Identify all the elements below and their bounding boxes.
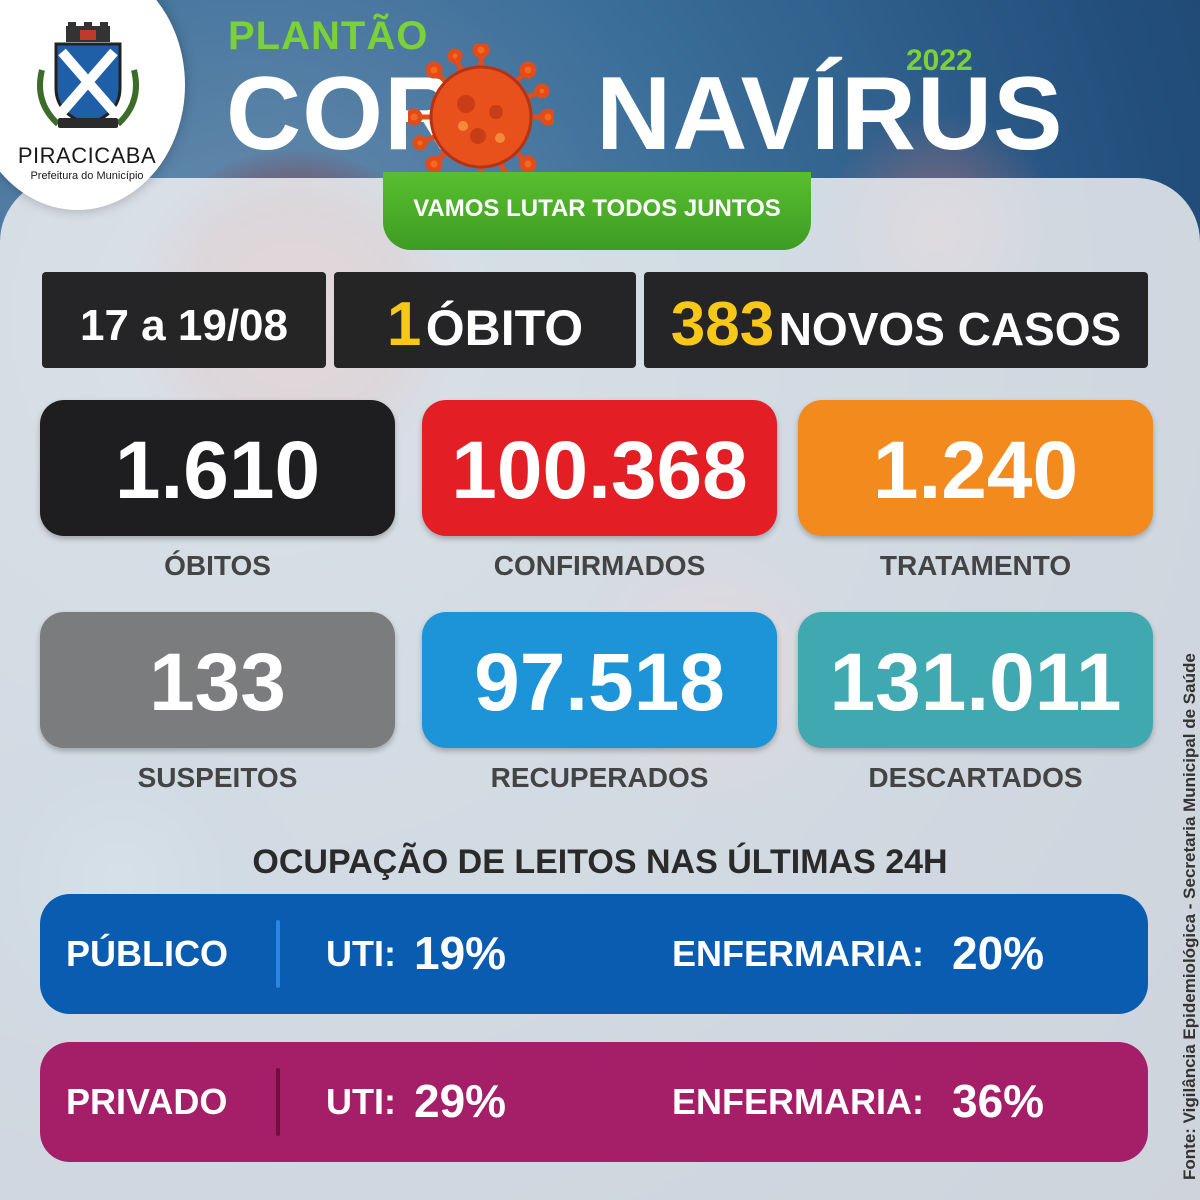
- uti-label-publico: UTI:: [326, 933, 396, 974]
- stat-card-confirmados: [422, 400, 777, 536]
- stat-value-obitos: 1.610: [114, 425, 321, 516]
- stat-value-recuperados: 97.518: [474, 637, 725, 728]
- occupancy-row-privado: [40, 1042, 1148, 1162]
- stat-value-tratamento: 1.240: [872, 425, 1079, 516]
- logo-city-name: PIRACICABA: [17, 143, 157, 168]
- stat-card-tratamento: [798, 400, 1153, 536]
- new-cases-text: 383 NOVOS CASOS: [644, 294, 1148, 356]
- stat-label-confirmados: CONFIRMADOS: [493, 550, 706, 581]
- header-plantao: PLANTÃO: [228, 14, 429, 58]
- stat-value-suspeitos: 133: [149, 637, 286, 728]
- slogan-text: VAMOS LUTAR TODOS JUNTOS: [413, 195, 781, 222]
- sector-label-privado: PRIVADO: [66, 1081, 228, 1122]
- stat-label-descartados: DESCARTADOS: [868, 762, 1083, 793]
- stat-value-confirmados: 100.368: [451, 425, 748, 516]
- new-cases-count: 383: [670, 290, 775, 359]
- stat-value-descartados: 131.011: [829, 637, 1122, 728]
- row-divider: [276, 920, 280, 988]
- logo-subtitle: Prefeitura do Município: [30, 170, 144, 182]
- period-box: [42, 272, 326, 368]
- stat-label-tratamento: TRATAMENTO: [879, 550, 1072, 581]
- deaths-box: [334, 272, 636, 368]
- occupancy-title: OCUPAÇÃO DE LEITOS NAS ÚLTIMAS 24H: [252, 843, 948, 881]
- new-cases-box: [644, 272, 1148, 368]
- title-right: NAVÍRUS: [596, 56, 1064, 172]
- ward-value-publico: 20%: [952, 927, 1045, 979]
- new-cases-label: NOVOS CASOS: [778, 303, 1122, 355]
- slogan-banner: [383, 172, 811, 250]
- uti-value-privado: 29%: [414, 1075, 507, 1127]
- ward-value-privado: 36%: [952, 1075, 1045, 1127]
- deaths-label: ÓBITO: [425, 300, 584, 356]
- stat-label-suspeitos: SUSPEITOS: [137, 762, 298, 793]
- sector-label-publico: PÚBLICO: [66, 933, 228, 974]
- row-divider: [276, 1068, 280, 1136]
- ward-label-privado: ENFERMARIA:: [672, 1081, 924, 1122]
- ward-label-publico: ENFERMARIA:: [672, 933, 924, 974]
- source-credit: Fonte: Vigilância Epidemiológica - Secre…: [1180, 653, 1199, 1180]
- coronavirus-icon: [408, 44, 554, 190]
- occupancy-row-publico: [40, 894, 1148, 1014]
- uti-value-publico: 19%: [414, 927, 507, 979]
- page-title: COR NAVÍRUS: [226, 62, 1063, 166]
- stat-card-suspeitos: [40, 612, 395, 748]
- stat-label-obitos: ÓBITOS: [164, 550, 271, 581]
- stat-card-descartados: [798, 612, 1153, 748]
- coat-of-arms-icon: [37, 22, 139, 128]
- deaths-count: 1: [386, 290, 422, 359]
- stat-card-obitos: [40, 400, 395, 536]
- uti-label-privado: UTI:: [326, 1081, 396, 1122]
- period-text: 17 a 19/08: [80, 301, 288, 350]
- header-year: 2022: [906, 44, 973, 77]
- stat-card-recuperados: [422, 612, 777, 748]
- stat-label-recuperados: RECUPERADOS: [490, 762, 709, 793]
- deaths-text: 1 ÓBITO: [334, 294, 636, 356]
